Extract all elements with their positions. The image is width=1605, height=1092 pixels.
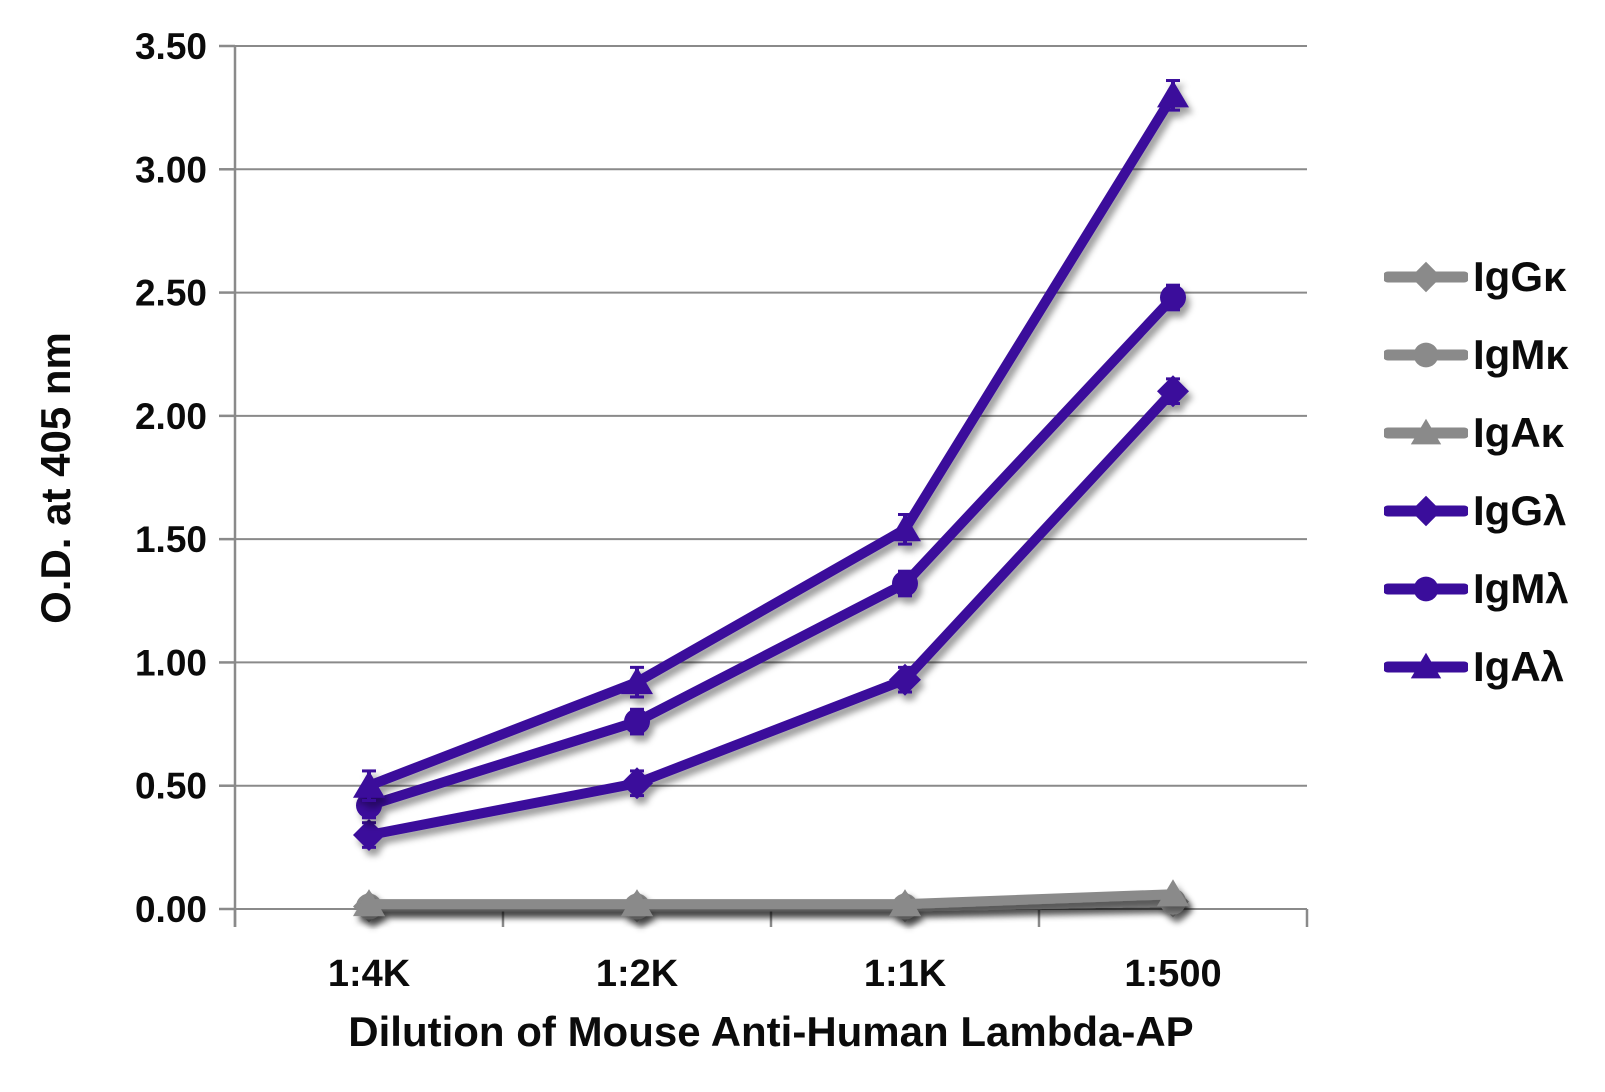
data-point-igm-lambda-0 xyxy=(356,792,382,819)
data-point-igm-lambda-3 xyxy=(1160,284,1186,311)
legend-item-igg-lambda: IgGλ xyxy=(1384,472,1569,550)
legend-label: IgAλ xyxy=(1473,643,1565,690)
legend-label: IgGλ xyxy=(1473,487,1567,534)
legend-item-iga-kappa: IgAκ xyxy=(1384,394,1569,472)
data-point-iga-lambda-3 xyxy=(1157,80,1189,108)
y-tick-label: 3.00 xyxy=(135,149,207,190)
x-tick-label-1-500: 1:500 xyxy=(1124,953,1221,995)
data-point-iga-kappa-1 xyxy=(621,889,653,917)
circle-marker-icon xyxy=(1384,342,1468,368)
circle-marker-icon xyxy=(1384,576,1468,602)
data-point-iga-kappa-2 xyxy=(889,889,921,917)
series-igg-lambda xyxy=(353,375,1189,852)
series-line-iga-kappa xyxy=(364,889,1178,910)
series-igm-lambda xyxy=(356,283,1186,820)
y-tick-label: 0.50 xyxy=(135,766,207,807)
data-point-igg-lambda-0 xyxy=(353,819,385,852)
x-tick-label-1-4k: 1:4K xyxy=(328,953,411,995)
y-tick-label: 1.50 xyxy=(135,519,207,560)
legend-marker xyxy=(1410,495,1442,527)
legend-item-igm-lambda: IgMλ xyxy=(1384,550,1569,628)
legend-label: IgMκ xyxy=(1473,331,1569,378)
series-line-igg-lambda xyxy=(364,386,1178,841)
data-point-iga-kappa-0 xyxy=(353,889,385,917)
x-axis-title: Dilution of Mouse Anti-Human Lambda-AP xyxy=(348,1008,1193,1055)
data-point-igg-lambda-1 xyxy=(621,767,653,800)
data-point-igg-lambda-2 xyxy=(889,663,921,696)
data-point-iga-lambda-0 xyxy=(353,770,385,798)
x-tick-label-1-2k: 1:2K xyxy=(596,953,679,995)
triangle-marker-icon xyxy=(1384,652,1468,679)
legend-marker xyxy=(1410,261,1442,293)
legend-marker xyxy=(1410,652,1442,679)
y-tick-label: 0.00 xyxy=(135,889,207,930)
series-iga-lambda xyxy=(353,79,1189,803)
legend-item-igg-kappa: IgGκ xyxy=(1384,238,1569,316)
y-tick-label: 2.50 xyxy=(135,273,207,314)
series-iga-kappa xyxy=(353,879,1189,917)
diamond-marker-icon xyxy=(1384,261,1468,293)
data-point-iga-lambda-2 xyxy=(889,514,921,542)
legend-label: IgGκ xyxy=(1473,253,1567,300)
data-point-igm-lambda-1 xyxy=(624,708,650,735)
x-tick-label-1-1k: 1:1K xyxy=(864,953,947,995)
legend-label: IgMλ xyxy=(1473,565,1569,612)
y-axis-title: O.D. at 405 nm xyxy=(32,332,79,624)
y-tick-label: 2.00 xyxy=(135,396,207,437)
legend-marker xyxy=(1413,576,1439,602)
diamond-marker-icon xyxy=(1384,495,1468,527)
series-line-igm-lambda xyxy=(364,292,1178,811)
tick-labels-layer: 0.00 0.50 1.00 1.50 2.00 2.50 3.00 3.50 1:4K 1:2K… xyxy=(135,26,1222,995)
series-line-iga-lambda xyxy=(364,90,1178,791)
legend-marker xyxy=(1413,342,1439,368)
legend-item-iga-lambda: IgAλ xyxy=(1384,628,1569,706)
data-point-igg-lambda-3 xyxy=(1157,375,1189,408)
y-tick-label: 1.00 xyxy=(135,642,207,683)
triangle-marker-icon xyxy=(1384,418,1468,445)
legend-item-igm-kappa: IgMκ xyxy=(1384,316,1569,394)
legend: IgGκ IgMκ IgAκ IgGλ IgMλ IgAλ xyxy=(1384,238,1569,706)
data-point-igm-lambda-2 xyxy=(892,570,918,597)
legend-label: IgAκ xyxy=(1473,409,1565,456)
y-tick-label: 3.50 xyxy=(135,26,207,67)
legend-marker xyxy=(1410,418,1442,445)
series-layer xyxy=(353,79,1189,923)
data-point-iga-lambda-1 xyxy=(621,667,653,695)
data-point-iga-kappa-3 xyxy=(1157,879,1189,907)
